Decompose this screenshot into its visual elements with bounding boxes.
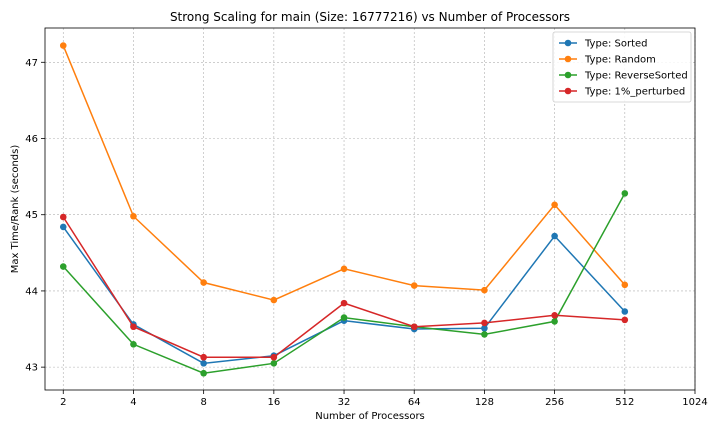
data-point [481, 331, 488, 338]
x-tick-label: 512 [615, 397, 634, 408]
series-3 [59, 213, 629, 361]
data-point [621, 190, 629, 197]
x-tick-label: 4 [130, 397, 136, 408]
data-point [481, 324, 488, 332]
legend-label: Type: Sorted [584, 39, 648, 50]
series-2 [59, 190, 629, 377]
data-point [340, 265, 348, 273]
series-1 [59, 42, 629, 304]
y-tick-label: 46 [25, 134, 38, 145]
x-axis: 2 4 8 16 32 64 128 256 512 1024 [60, 390, 708, 408]
data-point [59, 263, 67, 270]
data-point [340, 299, 348, 307]
x-tick-label: 16 [267, 397, 280, 408]
data-point [621, 281, 629, 289]
data-point [551, 312, 558, 319]
legend-item: Type: Sorted [559, 39, 648, 50]
legend-box [552, 31, 692, 103]
x-tick-label: 128 [475, 397, 494, 408]
grid-lines [45, 28, 696, 390]
data-point [200, 360, 207, 367]
x-tick-label: 256 [545, 397, 564, 408]
data-point [340, 314, 348, 321]
y-axis-title: Max Time/Rank (seconds) [10, 145, 21, 274]
y-tick-label: 45 [25, 210, 38, 221]
x-axis-title: Number of Processors [315, 411, 425, 422]
legend-marker [564, 71, 572, 79]
legend-marker [564, 39, 572, 47]
data-point [621, 308, 629, 315]
x-tick-label: 2 [60, 397, 66, 408]
data-point [410, 282, 418, 289]
x-tick-label: 1024 [682, 397, 707, 408]
data-point [200, 279, 207, 286]
legend-item: Type: 1%_perturbed [559, 87, 685, 98]
data-point [551, 232, 558, 240]
data-point [410, 323, 418, 331]
data-point [621, 316, 629, 324]
data-point [551, 201, 558, 209]
y-tick-label: 44 [25, 286, 38, 297]
legend-marker [564, 87, 572, 95]
data-point [481, 286, 488, 294]
data-point [59, 223, 67, 231]
data-point [200, 353, 207, 361]
x-tick-label: 32 [338, 397, 351, 408]
legend-item: Type: ReverseSorted [559, 71, 688, 82]
plot-frame [44, 27, 696, 391]
chart-title: Strong Scaling for main (Size: 16777216)… [170, 10, 570, 24]
legend-marker [564, 55, 572, 63]
legend: Type: Sorted Type: Random Type: ReverseSor… [552, 31, 692, 103]
data-point [130, 323, 137, 331]
data-point [59, 42, 67, 49]
data-point [270, 296, 278, 304]
series-line [62, 226, 626, 365]
data-point [59, 213, 67, 221]
series-layer [59, 42, 629, 377]
legend-label: Type: ReverseSorted [584, 71, 688, 82]
y-tick-label: 47 [25, 58, 38, 69]
x-tick-label: 8 [200, 397, 206, 408]
y-tick-label: 43 [25, 363, 38, 374]
y-axis: 43 44 45 46 47 [25, 58, 45, 374]
legend-label: Type: Random [584, 55, 656, 66]
data-point [200, 369, 207, 377]
x-tick-label: 64 [408, 397, 421, 408]
data-point [270, 360, 278, 367]
data-point [551, 318, 558, 325]
data-point [130, 340, 137, 348]
data-point [130, 212, 137, 220]
legend-label: Type: 1%_perturbed [584, 87, 685, 98]
data-point [270, 353, 278, 361]
legend-item: Type: Random [559, 55, 656, 66]
data-point [481, 319, 488, 327]
